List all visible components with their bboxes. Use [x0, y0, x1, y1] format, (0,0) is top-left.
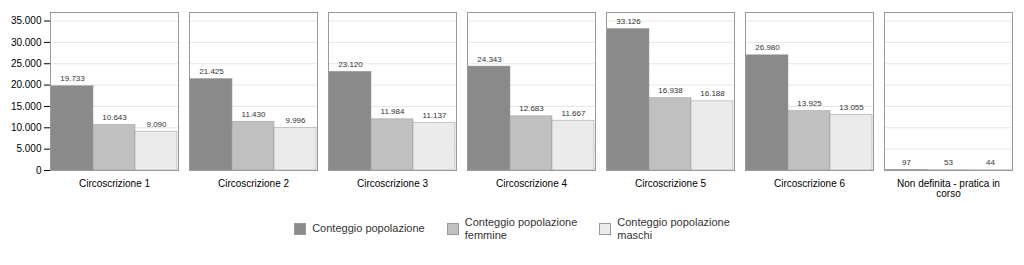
- svg-text:30.000: 30.000: [11, 37, 42, 48]
- svg-text:5.000: 5.000: [16, 143, 41, 154]
- svg-text:10.000: 10.000: [11, 122, 42, 133]
- svg-text:9.090: 9.090: [146, 120, 167, 129]
- svg-text:9.996: 9.996: [285, 116, 306, 125]
- svg-text:11.667: 11.667: [562, 109, 586, 118]
- svg-text:15.000: 15.000: [11, 101, 42, 112]
- svg-text:13.925: 13.925: [797, 99, 822, 108]
- svg-text:10.643: 10.643: [102, 113, 127, 122]
- svg-text:Circoscrizione 1: Circoscrizione 1: [79, 178, 151, 189]
- svg-text:44: 44: [986, 158, 995, 167]
- svg-text:Circoscrizione 5: Circoscrizione 5: [635, 178, 707, 189]
- svg-text:23.120: 23.120: [338, 60, 363, 69]
- svg-text:13.055: 13.055: [839, 103, 864, 112]
- svg-text:25.000: 25.000: [11, 58, 42, 69]
- svg-text:11.984: 11.984: [381, 107, 405, 116]
- svg-text:53: 53: [944, 158, 953, 167]
- svg-text:97: 97: [902, 158, 911, 167]
- svg-text:Circoscrizione 6: Circoscrizione 6: [774, 178, 846, 189]
- html-text:Conteggio popolazione femmine: Conteggio popolazione femmine: [464, 216, 578, 241]
- svg-text:21.425: 21.425: [199, 67, 224, 76]
- svg-text:Circoscrizione 2: Circoscrizione 2: [218, 178, 290, 189]
- svg-text:0: 0: [36, 165, 42, 176]
- svg-text:Circoscrizione 4: Circoscrizione 4: [496, 178, 568, 189]
- svg-text:Circoscrizione 3: Circoscrizione 3: [357, 178, 429, 189]
- svg-text:19.733: 19.733: [60, 74, 85, 83]
- svg-text:Non definita - pratica incorso: Non definita - pratica incorso: [897, 178, 1000, 199]
- svg-text:24.343: 24.343: [477, 55, 502, 64]
- svg-text:16.188: 16.188: [700, 89, 725, 98]
- svg-text:35.000: 35.000: [11, 15, 42, 26]
- svg-text:20.000: 20.000: [11, 79, 42, 90]
- svg-text:11.137: 11.137: [423, 111, 447, 120]
- svg-text:26.980: 26.980: [755, 43, 780, 52]
- html-text:Conteggio popolazione: Conteggio popolazione: [312, 222, 425, 235]
- html-text:Conteggio popolazione maschi: Conteggio popolazione maschi: [617, 216, 730, 241]
- svg-text:33.126: 33.126: [616, 17, 641, 26]
- svg-text:11.430: 11.430: [242, 110, 266, 119]
- svg-text:12.683: 12.683: [519, 104, 544, 113]
- svg-text:16.938: 16.938: [658, 86, 683, 95]
